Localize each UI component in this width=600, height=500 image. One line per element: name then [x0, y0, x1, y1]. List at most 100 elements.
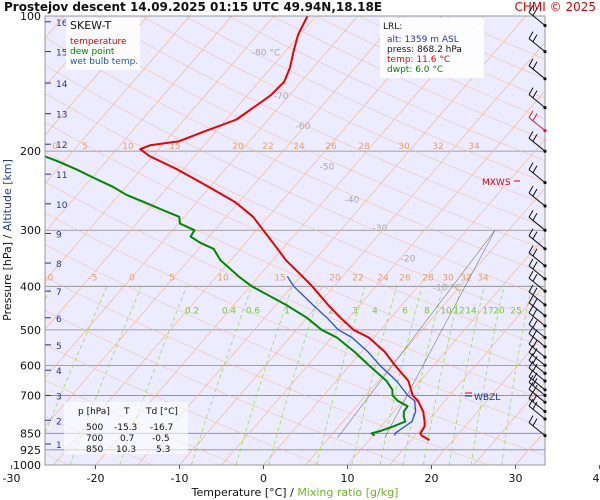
mixing-ratio-label: 20 [493, 306, 505, 316]
dry-adiabat-line [45, 344, 322, 465]
station-name: Prostejov [4, 0, 69, 14]
barb-feather [528, 245, 534, 254]
y-axis-label: Pressure [hPa] [1, 242, 14, 321]
adiabat-label: -40 [345, 196, 360, 206]
barb-staff [528, 277, 546, 292]
barb-feather [532, 231, 538, 240]
altitude-tick-label: 9 [56, 230, 62, 240]
barb-dot [543, 393, 547, 397]
sounding-direction: descent [72, 0, 126, 14]
dry-adiabat-line [45, 244, 545, 456]
barb-feather [528, 375, 534, 383]
lrl-line [337, 230, 496, 438]
wind-barb [528, 209, 547, 232]
barb-dot [543, 204, 547, 208]
barb-staff [528, 367, 546, 382]
x-tick-label: 30 [509, 472, 523, 485]
barb-feather [532, 133, 538, 142]
isotherm-label: 26 [325, 142, 337, 152]
barb-staff [528, 312, 546, 327]
barb-feather [528, 270, 534, 279]
table-header-t: T [123, 407, 130, 417]
altitude-tick-label: 7 [56, 288, 62, 298]
wind-barb [528, 245, 547, 268]
barb-feather [532, 113, 538, 121]
barb-feather [532, 372, 538, 381]
summary-table: p [hPa] T Td [°C] 500 -15.3 -16.7 700 0.… [64, 402, 188, 455]
barb-feather [528, 382, 534, 390]
y-tick-label: 200 [20, 145, 41, 158]
barb-staff [528, 192, 546, 207]
mixing-ratio-line [470, 286, 505, 465]
altitude-tick-label: 3 [56, 392, 62, 402]
wind-barb [528, 317, 547, 340]
barb-staff [528, 343, 546, 358]
mixing-ratio-line [268, 286, 323, 465]
dry-adiabat-line [45, 181, 545, 401]
isotherm-label: 32 [432, 142, 443, 152]
altitude-tick-label: 4 [56, 367, 62, 377]
barb-dot [543, 23, 547, 28]
table-cell: 10.3 [116, 445, 136, 455]
mixing-ratio-line [501, 286, 532, 465]
barb-feather [528, 110, 534, 118]
barb-feather [532, 212, 538, 221]
isotherm-line [431, 333, 545, 465]
mixing-ratio-line [235, 286, 293, 465]
isotherm-label: 5 [169, 273, 175, 283]
barb-feather [532, 329, 538, 337]
barb-feather [528, 353, 534, 361]
adiabat-label: -70 [274, 92, 289, 102]
barb-feather [528, 258, 534, 267]
wbzl-marker: WBZL [474, 393, 500, 403]
barb-feather [532, 418, 538, 426]
wind-barb [528, 110, 547, 133]
mixing-ratio-label: 12 [453, 306, 464, 316]
isotherm-line [473, 381, 545, 465]
altitude-tick-label: 6 [56, 315, 62, 325]
barb-feather [528, 336, 534, 345]
barb-feather [532, 320, 538, 328]
y-tick-label: 600 [20, 359, 41, 372]
lrl-altitude: alt: 1359 m ASL [387, 35, 459, 45]
isotherm-label: 32 [460, 273, 471, 283]
isotherm-label: 0 [52, 142, 58, 152]
chart-title: Prostejov descent 14.09.2025 01:15 UTC 4… [4, 0, 382, 14]
barb-feather [528, 31, 534, 39]
altitude-tick-label: 12 [56, 141, 67, 151]
x-tick-label: -20 [87, 472, 105, 485]
barb-feather [532, 90, 538, 98]
barb-feather [528, 398, 534, 407]
altitude-tick-label: 13 [56, 111, 67, 121]
altitude-tick-label: 11 [56, 171, 67, 181]
y-tick-label: 400 [20, 280, 41, 293]
isotherm-label: 5 [82, 142, 88, 152]
barb-staff [528, 117, 546, 131]
y-tick-label: 500 [20, 324, 41, 337]
wind-barb [528, 130, 547, 153]
barb-feather [528, 317, 534, 325]
isotherm-label: 30 [398, 142, 410, 152]
isotherm-line [45, 16, 317, 330]
isotherm-label: 24 [377, 273, 389, 283]
barb-staff [528, 324, 546, 338]
barb-staff [528, 38, 546, 52]
barb-dot [543, 289, 547, 293]
wind-barb [528, 398, 547, 421]
mixing-ratio-line [423, 286, 462, 465]
table-header-td: Td [°C] [145, 407, 178, 417]
table-cell: 0.7 [120, 434, 134, 444]
altitude-tick-label: 14 [56, 80, 68, 90]
barb-feather [532, 261, 538, 270]
mixing-ratio-label: 6 [402, 306, 408, 316]
mxws-marker: MXWS [482, 178, 511, 188]
barb-staff [528, 65, 546, 80]
wind-barb [528, 382, 547, 404]
wind-barb [528, 336, 547, 359]
lrl-pressure: press: 868.2 hPa [387, 45, 462, 55]
lrl-background [380, 18, 484, 78]
isotherm-label: 15 [169, 142, 180, 152]
barb-feather [532, 8, 538, 16]
